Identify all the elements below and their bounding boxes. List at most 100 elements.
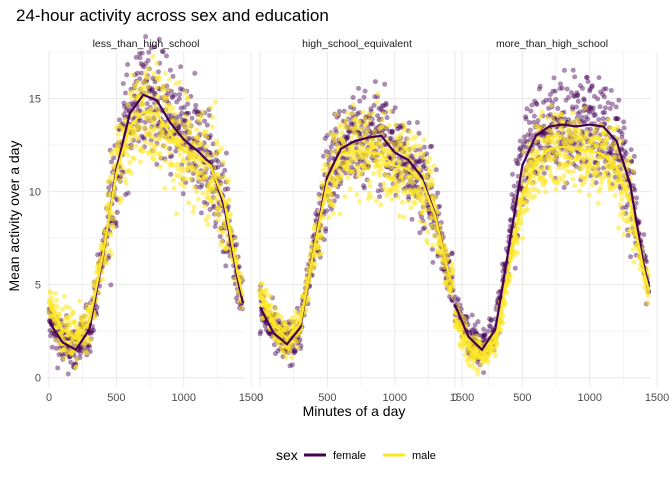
- data-point-male: [599, 179, 604, 185]
- data-point-male: [568, 160, 574, 166]
- data-point-male: [130, 72, 136, 78]
- data-point-male: [338, 122, 344, 128]
- data-point-female: [510, 201, 516, 207]
- data-point-male: [577, 120, 583, 126]
- data-point-male: [150, 120, 156, 126]
- data-point-male: [405, 141, 411, 147]
- legend-label-male: male: [412, 450, 436, 462]
- data-point-male: [167, 109, 173, 114]
- data-point-male: [559, 134, 565, 140]
- data-point-male: [181, 122, 187, 128]
- data-point-male: [187, 129, 193, 135]
- data-point-female: [181, 104, 187, 110]
- data-point-male: [627, 155, 633, 161]
- data-point-male: [582, 105, 588, 111]
- data-point-female: [349, 122, 355, 128]
- data-point-female: [541, 99, 546, 105]
- data-point-male: [316, 244, 322, 250]
- data-point-female: [571, 93, 577, 99]
- data-point-male: [374, 99, 380, 105]
- data-point-male: [167, 150, 173, 156]
- data-point-female: [588, 106, 594, 112]
- data-point-female: [199, 182, 205, 188]
- data-point-female: [482, 332, 487, 338]
- data-point-female: [208, 133, 213, 138]
- data-point-female: [550, 88, 556, 94]
- data-point-male: [424, 173, 430, 179]
- data-point-male: [388, 165, 394, 170]
- data-point-female: [613, 116, 619, 121]
- data-point-female: [168, 171, 174, 177]
- data-point-male: [228, 212, 233, 218]
- data-point-male: [282, 320, 288, 326]
- data-point-male: [355, 125, 361, 131]
- data-point-male: [397, 184, 403, 190]
- data-point-male: [319, 235, 325, 241]
- data-point-female: [511, 183, 517, 189]
- data-point-female: [372, 79, 378, 85]
- data-point-male: [520, 235, 526, 241]
- data-point-male: [630, 168, 636, 174]
- data-point-male: [417, 187, 423, 193]
- data-point-male: [395, 194, 401, 200]
- data-point-female: [356, 85, 361, 91]
- data-point-female: [94, 304, 100, 310]
- data-point-male: [209, 199, 215, 205]
- data-point-male: [205, 214, 211, 220]
- data-point-male: [547, 153, 552, 159]
- data-point-male: [397, 160, 403, 166]
- data-point-male: [507, 278, 512, 284]
- data-point-female: [589, 84, 595, 90]
- data-point-male: [603, 170, 609, 176]
- data-point-male: [417, 143, 423, 149]
- y-tick-label: 15: [29, 94, 41, 106]
- data-point-male: [199, 170, 205, 176]
- data-point-female: [435, 190, 441, 196]
- data-point-female: [516, 156, 522, 162]
- data-point-female: [527, 137, 533, 143]
- smooth-line-female: [453, 123, 651, 352]
- data-point-male: [193, 165, 199, 171]
- data-point-female: [619, 135, 625, 140]
- data-point-female: [572, 74, 578, 80]
- data-point-male: [450, 271, 456, 277]
- data-point-male: [145, 84, 151, 90]
- data-point-female: [427, 144, 433, 150]
- data-point-female: [185, 101, 191, 107]
- data-point-male: [327, 186, 333, 192]
- smooth-lines: [259, 134, 456, 346]
- data-point-male: [609, 172, 615, 178]
- data-point-male: [138, 159, 143, 165]
- data-point-male: [389, 196, 395, 202]
- data-point-male: [100, 277, 105, 283]
- data-point-female: [361, 94, 367, 100]
- data-point-female: [512, 265, 518, 271]
- data-point-female: [510, 204, 516, 210]
- data-point-male: [239, 305, 245, 311]
- data-point-male: [524, 206, 530, 212]
- data-point-male: [349, 110, 355, 116]
- data-point-male: [130, 89, 136, 95]
- data-point-female: [129, 100, 135, 106]
- data-point-male: [559, 177, 565, 183]
- data-point-male: [214, 197, 220, 203]
- data-point-female: [580, 85, 585, 91]
- data-point-male: [365, 165, 371, 171]
- data-point-female: [125, 62, 131, 67]
- data-point-female: [397, 125, 402, 131]
- data-point-female: [570, 67, 576, 73]
- data-point-female: [213, 157, 219, 163]
- data-point-female: [383, 100, 389, 106]
- data-point-male: [631, 259, 637, 265]
- data-point-female: [376, 105, 382, 111]
- data-point-male: [593, 126, 599, 132]
- data-point-male: [154, 60, 160, 66]
- data-point-male: [586, 192, 592, 198]
- data-point-female: [547, 92, 553, 97]
- data-point-male: [217, 175, 223, 180]
- data-point-female: [351, 106, 357, 112]
- data-point-male: [205, 222, 211, 227]
- data-point-female: [193, 107, 199, 113]
- data-point-female: [517, 138, 523, 144]
- x-tick-label: 500: [107, 392, 125, 404]
